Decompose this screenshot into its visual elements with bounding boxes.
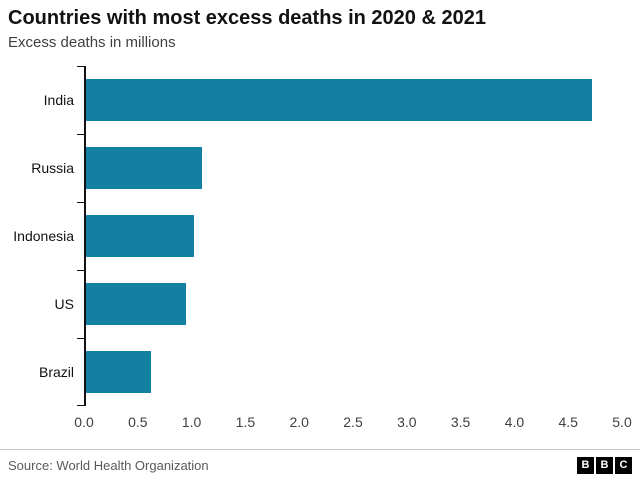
bbc-logo: B B C [577, 456, 632, 474]
chart-header: Countries with most excess deaths in 202… [0, 0, 640, 51]
y-axis-label-indonesia: Indonesia [13, 228, 74, 244]
y-axis-tick [77, 66, 84, 67]
y-axis-label-brazil: Brazil [38, 364, 74, 380]
bar-russia [86, 147, 203, 189]
bbc-logo-letter: B [596, 456, 613, 474]
bar-indonesia [86, 215, 194, 257]
x-axis-tick-label: 3.0 [397, 414, 417, 430]
y-axis-label-india: India [43, 92, 74, 108]
bbc-logo-letter: B [577, 456, 594, 474]
x-axis-tick-label: 5.0 [612, 414, 632, 430]
y-axis-tick [77, 338, 84, 339]
bbc-logo-letter: C [615, 456, 632, 474]
bar-brazil [86, 351, 151, 393]
y-axis-tick [77, 202, 84, 203]
bar-india [86, 79, 592, 121]
chart-footer: Source: World Health Organization B B C [0, 449, 640, 480]
x-axis-tick-label: 4.5 [558, 414, 578, 430]
x-axis-tick-label: 1.0 [181, 414, 202, 430]
x-axis: 0.0 0.5 1.0 1.5 2.0 2.5 3.0 3.5 4.0 4.5 5.0 [74, 414, 631, 434]
source-attribution: Source: World Health Organization [8, 457, 209, 473]
bar-chart-plot-area: India Russia Indonesia US Brazil [13, 66, 622, 406]
bar-us [86, 283, 187, 325]
chart-subtitle: Excess deaths in millions [8, 34, 176, 51]
chart-title: Countries with most excess deaths in 202… [8, 7, 486, 29]
x-axis-tick-label: 2.5 [343, 414, 363, 430]
y-axis-tick [77, 405, 84, 406]
y-axis-tick [77, 134, 84, 135]
x-axis-tick-label: 0.5 [128, 414, 148, 430]
x-axis-tick-label: 2.0 [289, 414, 309, 430]
y-axis-label-russia: Russia [31, 160, 74, 176]
x-axis-tick-label: 0.0 [74, 414, 94, 430]
x-axis-tick-label: 3.5 [450, 414, 471, 430]
x-axis-tick-label: 1.5 [235, 414, 256, 430]
y-axis-line [84, 66, 86, 406]
y-axis-tick [77, 270, 84, 271]
y-axis-label-us: US [54, 296, 74, 312]
x-axis-tick-label: 4.0 [504, 414, 525, 430]
